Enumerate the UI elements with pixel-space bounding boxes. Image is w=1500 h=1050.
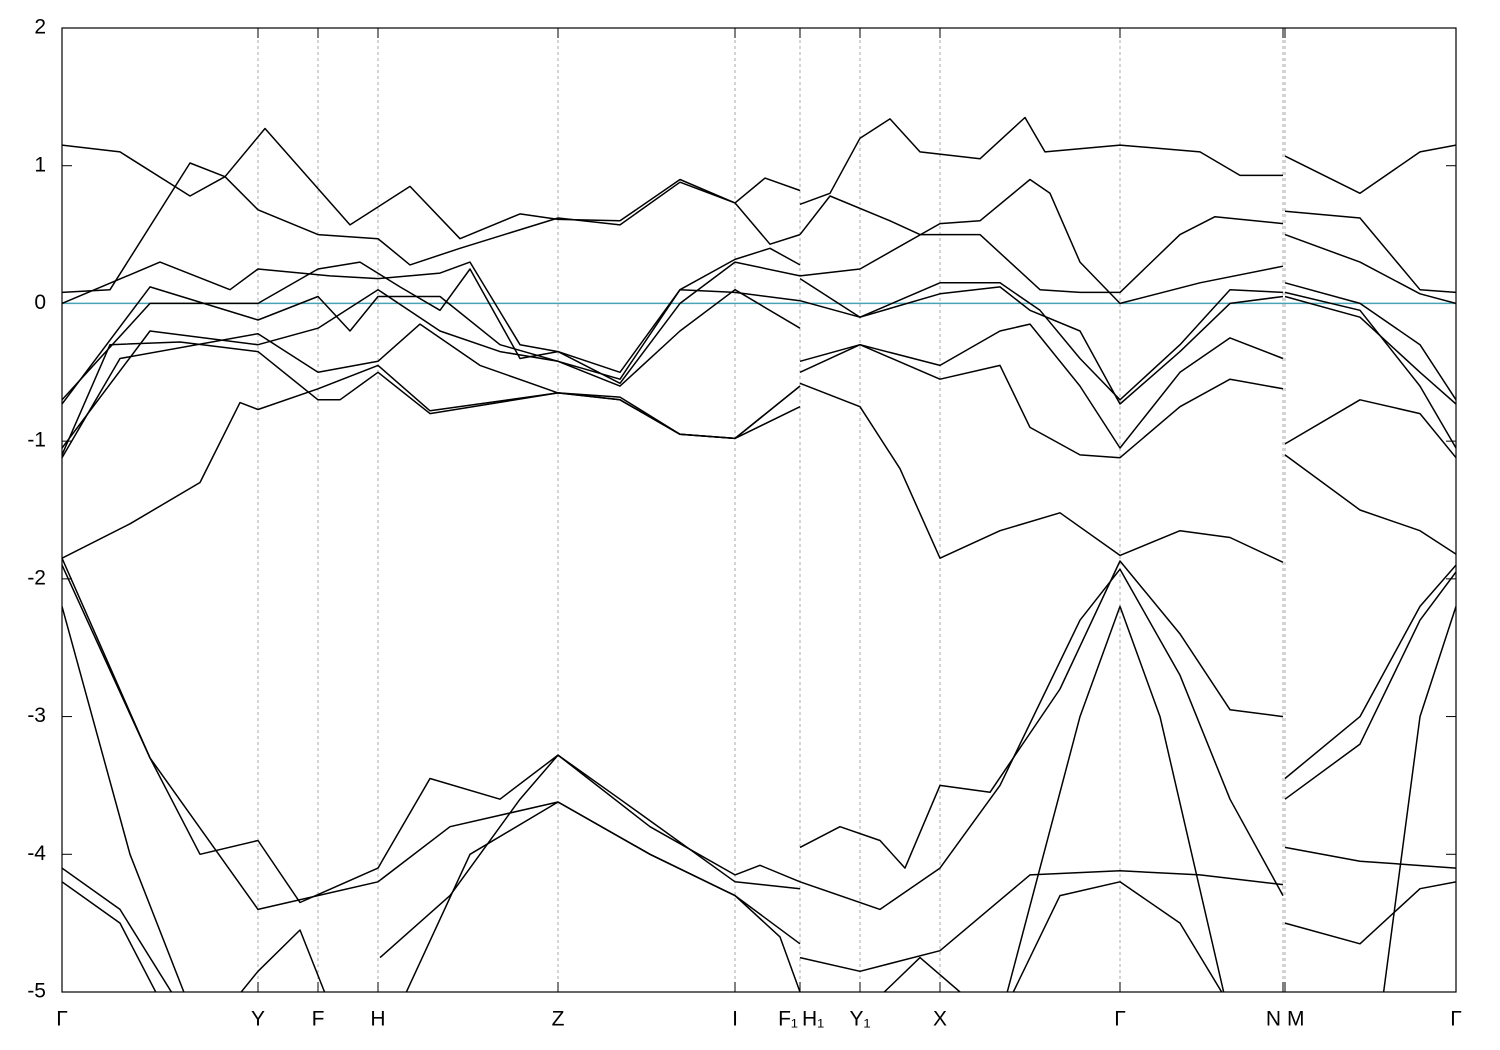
x-tick-label: F₁ <box>778 1008 798 1031</box>
y-tick-label: -1 <box>27 429 46 452</box>
band-line <box>62 364 801 559</box>
band-line <box>62 557 1456 904</box>
band-line <box>62 754 1456 992</box>
plot-frame <box>61 27 1457 993</box>
y-tick-label: -2 <box>27 566 46 589</box>
band-line <box>62 162 1456 294</box>
x-tick-label: N <box>1266 1008 1281 1031</box>
band-line <box>62 801 1456 992</box>
band-line <box>62 605 1456 992</box>
plot-area <box>62 116 1456 992</box>
band-line <box>62 178 1456 374</box>
y-tick-label: 2 <box>34 16 46 39</box>
x-tick-label: Γ <box>1450 1008 1462 1031</box>
x-tick-label: Y₁ <box>849 1008 870 1031</box>
y-tick-label: 1 <box>34 153 46 176</box>
x-tick-label: Y <box>251 1008 265 1031</box>
band-line <box>62 288 1456 449</box>
x-tick-label: F <box>312 1008 325 1031</box>
y-tick-label: 0 <box>34 291 46 314</box>
y-tick-label: -3 <box>27 704 46 727</box>
x-tick-label: Γ <box>1114 1008 1126 1031</box>
y-tick-label: -5 <box>27 980 46 1003</box>
x-tick-label: M <box>1287 1008 1305 1031</box>
x-tick-label: Γ <box>56 1008 68 1031</box>
x-tick-label: H₁ <box>802 1008 824 1031</box>
band-line <box>62 261 1456 401</box>
x-tick-label: Z <box>552 1008 565 1031</box>
x-tick-label: H <box>370 1008 385 1031</box>
band-line <box>62 286 1456 405</box>
x-tick-label: X <box>933 1008 947 1031</box>
x-tick-label: I <box>732 1008 738 1031</box>
band-line <box>62 116 1456 240</box>
y-tick-label: -4 <box>27 842 46 865</box>
